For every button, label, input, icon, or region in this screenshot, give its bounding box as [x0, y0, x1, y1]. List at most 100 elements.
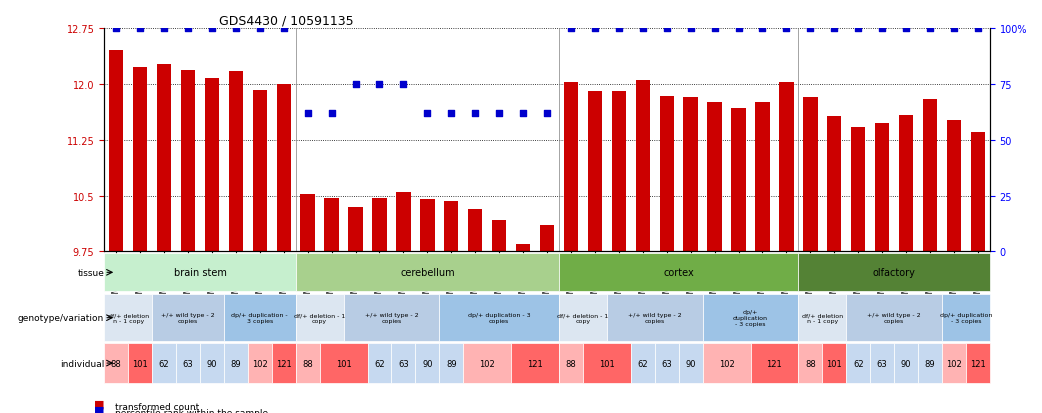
Bar: [923, 100, 937, 252]
Text: 90: 90: [686, 359, 696, 368]
Point: [419, 110, 436, 117]
Bar: [755, 103, 770, 252]
Point: [826, 26, 843, 32]
Text: 63: 63: [182, 359, 194, 368]
FancyBboxPatch shape: [966, 343, 990, 383]
Text: +/+ wild type - 2
copies: +/+ wild type - 2 copies: [628, 313, 681, 323]
Bar: [899, 116, 913, 252]
Text: tissue: tissue: [77, 268, 104, 277]
Bar: [420, 200, 435, 252]
Point: [299, 110, 316, 117]
Bar: [540, 226, 554, 252]
Point: [443, 110, 460, 117]
Point: [635, 26, 651, 32]
Bar: [779, 83, 794, 252]
FancyBboxPatch shape: [104, 254, 296, 292]
Bar: [803, 98, 818, 252]
Text: cerebellum: cerebellum: [400, 268, 454, 278]
Point: [515, 110, 531, 117]
FancyBboxPatch shape: [870, 343, 894, 383]
Bar: [660, 97, 674, 252]
Point: [251, 26, 268, 32]
Bar: [731, 108, 746, 252]
Point: [706, 26, 723, 32]
FancyBboxPatch shape: [678, 343, 702, 383]
Bar: [157, 64, 171, 252]
Bar: [588, 92, 602, 252]
FancyBboxPatch shape: [606, 294, 702, 341]
Text: 90: 90: [901, 359, 912, 368]
FancyBboxPatch shape: [368, 343, 392, 383]
Point: [395, 81, 412, 88]
Bar: [947, 120, 961, 252]
Point: [131, 26, 148, 32]
FancyBboxPatch shape: [152, 294, 224, 341]
Bar: [109, 51, 123, 252]
Bar: [971, 133, 985, 252]
Text: 90: 90: [422, 359, 432, 368]
Text: 63: 63: [662, 359, 672, 368]
Point: [611, 26, 627, 32]
Point: [730, 26, 747, 32]
Point: [323, 110, 340, 117]
Text: 102: 102: [719, 359, 735, 368]
FancyBboxPatch shape: [104, 343, 128, 383]
FancyBboxPatch shape: [798, 294, 846, 341]
FancyBboxPatch shape: [224, 343, 248, 383]
Text: 89: 89: [230, 359, 241, 368]
Text: 101: 101: [599, 359, 615, 368]
Text: 101: 101: [336, 359, 351, 368]
Text: 101: 101: [132, 359, 148, 368]
Text: 62: 62: [638, 359, 648, 368]
FancyBboxPatch shape: [248, 343, 272, 383]
Point: [371, 81, 388, 88]
Point: [970, 26, 987, 32]
FancyBboxPatch shape: [750, 343, 798, 383]
FancyBboxPatch shape: [296, 343, 320, 383]
Point: [539, 110, 555, 117]
FancyBboxPatch shape: [296, 294, 344, 341]
Bar: [708, 103, 722, 252]
Text: 101: 101: [826, 359, 842, 368]
Bar: [851, 128, 866, 252]
Text: df/+ deletion - 1
copy: df/+ deletion - 1 copy: [294, 313, 345, 323]
Text: individual: individual: [59, 359, 104, 368]
Text: df/+ deletion - 1
copy: df/+ deletion - 1 copy: [557, 313, 609, 323]
FancyBboxPatch shape: [176, 343, 200, 383]
Point: [874, 26, 891, 32]
Text: 88: 88: [566, 359, 576, 368]
FancyBboxPatch shape: [798, 254, 990, 292]
Bar: [276, 85, 291, 252]
Text: 121: 121: [767, 359, 783, 368]
Text: df/+ deletion
n - 1 copy: df/+ deletion n - 1 copy: [107, 313, 149, 323]
FancyBboxPatch shape: [630, 343, 654, 383]
Text: dp/+
duplication
- 3 copies: dp/+ duplication - 3 copies: [733, 310, 768, 326]
FancyBboxPatch shape: [440, 294, 559, 341]
Text: dp/+ duplication -
3 copies: dp/+ duplication - 3 copies: [231, 313, 288, 323]
Text: dp/+ duplication - 3
copies: dp/+ duplication - 3 copies: [468, 313, 530, 323]
Point: [347, 81, 364, 88]
FancyBboxPatch shape: [702, 294, 798, 341]
FancyBboxPatch shape: [200, 343, 224, 383]
Text: cortex: cortex: [664, 268, 694, 278]
Text: 102: 102: [252, 359, 268, 368]
Text: ■: ■: [94, 405, 104, 413]
Bar: [636, 81, 650, 252]
Bar: [875, 124, 890, 252]
Bar: [181, 71, 195, 252]
FancyBboxPatch shape: [846, 343, 870, 383]
Point: [275, 26, 292, 32]
FancyBboxPatch shape: [512, 343, 559, 383]
Point: [922, 26, 939, 32]
Point: [850, 26, 867, 32]
FancyBboxPatch shape: [440, 343, 464, 383]
Text: 121: 121: [527, 359, 543, 368]
Text: +/+ wild type - 2
copies: +/+ wild type - 2 copies: [162, 313, 215, 323]
Bar: [468, 209, 482, 252]
Bar: [444, 202, 458, 252]
Text: 62: 62: [374, 359, 384, 368]
Point: [563, 26, 579, 32]
Bar: [684, 98, 698, 252]
Text: brain stem: brain stem: [174, 268, 226, 278]
Text: GDS4430 / 10591135: GDS4430 / 10591135: [219, 15, 354, 28]
